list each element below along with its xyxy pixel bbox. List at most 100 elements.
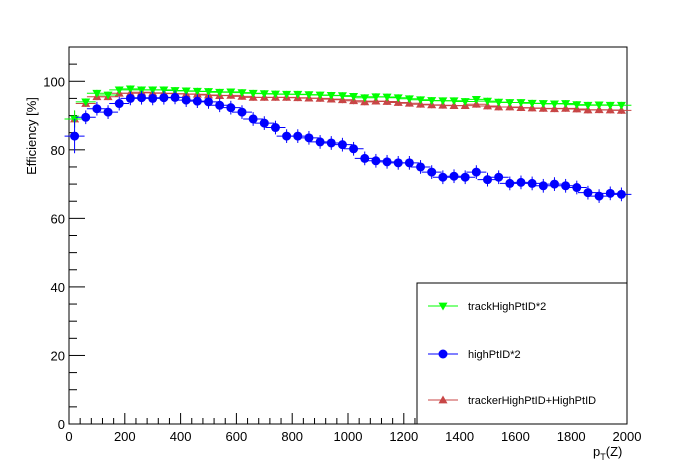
data-point (483, 175, 492, 185)
legend-marker (438, 349, 448, 359)
data-point (404, 158, 414, 168)
data-point (349, 144, 359, 154)
data-point (103, 107, 113, 117)
data-point (159, 86, 169, 95)
data-point (137, 93, 147, 103)
data-point (92, 104, 102, 114)
data-point (616, 189, 626, 199)
data-point (248, 89, 258, 98)
data-point (349, 92, 359, 101)
data-point (337, 140, 347, 150)
data-point (282, 131, 292, 141)
data-point (103, 91, 113, 100)
x-tick-label: 400 (170, 429, 192, 444)
legend-marker (438, 302, 448, 311)
data-point (237, 107, 247, 117)
data-point (605, 188, 615, 198)
y-tick-label: 100 (43, 74, 65, 89)
data-point (427, 167, 437, 177)
data-point (382, 93, 392, 102)
data-point (226, 103, 236, 113)
data-point (215, 100, 225, 110)
data-point (270, 90, 280, 99)
y-axis-label: Efficiency [%] (24, 97, 39, 175)
data-point (270, 123, 280, 133)
x-tick-label: 1400 (445, 429, 474, 444)
data-point (616, 101, 626, 110)
data-point (527, 99, 537, 108)
data-point (616, 105, 626, 114)
data-point (516, 177, 526, 187)
x-tick-label: 2000 (613, 429, 642, 444)
x-tick-label: 1200 (389, 429, 418, 444)
data-point (449, 97, 459, 106)
data-point (583, 188, 593, 198)
data-point (416, 96, 426, 105)
data-point (92, 89, 102, 98)
data-point (204, 97, 213, 107)
data-point (538, 181, 548, 191)
legend: trackHighPtID*2 highPtID*2 trackerHighPtID… (416, 282, 628, 425)
data-point (237, 89, 247, 98)
data-point (293, 90, 303, 99)
x-tick-label: 1000 (334, 429, 363, 444)
y-tick-label: 80 (51, 143, 65, 158)
data-point (125, 85, 135, 94)
data-point (505, 99, 515, 108)
x-tick-label: 200 (114, 429, 136, 444)
y-tick-label: 0 (58, 417, 65, 432)
data-point (259, 118, 269, 128)
data-point (159, 93, 169, 103)
legend-label: highPtID*2 (468, 349, 521, 361)
data-point (483, 97, 492, 106)
data-point (516, 103, 526, 112)
data-point (393, 94, 403, 103)
data-point (371, 93, 381, 102)
data-point (561, 100, 571, 109)
data-point (360, 153, 370, 163)
data-point (583, 101, 593, 110)
data-point (192, 96, 202, 106)
data-point (81, 98, 91, 107)
y-tick-label: 20 (51, 348, 65, 363)
data-point (494, 172, 504, 182)
data-point (304, 91, 314, 100)
data-point (81, 112, 91, 122)
data-point (215, 88, 225, 97)
data-point (527, 178, 537, 188)
data-point (471, 167, 481, 177)
x-tick-label: 600 (226, 429, 248, 444)
data-point (538, 100, 548, 109)
data-point (572, 183, 582, 193)
axis-tick-labels: 0 200 400 600 800 1000 1200 1400 1600 1800 2000 0 20… (43, 74, 641, 444)
data-point (114, 99, 124, 109)
data-point (549, 179, 559, 189)
data-point (549, 100, 559, 109)
data-point (561, 181, 571, 191)
legend-marker (438, 395, 448, 404)
data-point (248, 114, 258, 124)
data-point (181, 95, 191, 105)
x-axis-label: pT(Z) (593, 444, 622, 462)
data-point (315, 91, 325, 100)
data-point (404, 95, 414, 104)
data-point (148, 93, 158, 103)
x-tick-label: 0 (65, 429, 72, 444)
legend-label: trackHighPtID*2 (468, 301, 546, 313)
data-point (494, 98, 504, 107)
data-point (427, 97, 437, 105)
data-point (304, 133, 314, 143)
data-markers (64, 85, 632, 203)
data-point (449, 171, 459, 181)
data-point (293, 131, 303, 141)
data-point (460, 98, 470, 106)
legend-label: trackerHighPtID+HighPtID (468, 395, 596, 407)
data-point (137, 86, 147, 95)
data-point (315, 137, 325, 147)
data-point (148, 86, 158, 95)
data-point (382, 157, 392, 167)
data-point (125, 93, 135, 103)
x-tick-label: 1800 (557, 429, 586, 444)
data-point (516, 99, 526, 108)
